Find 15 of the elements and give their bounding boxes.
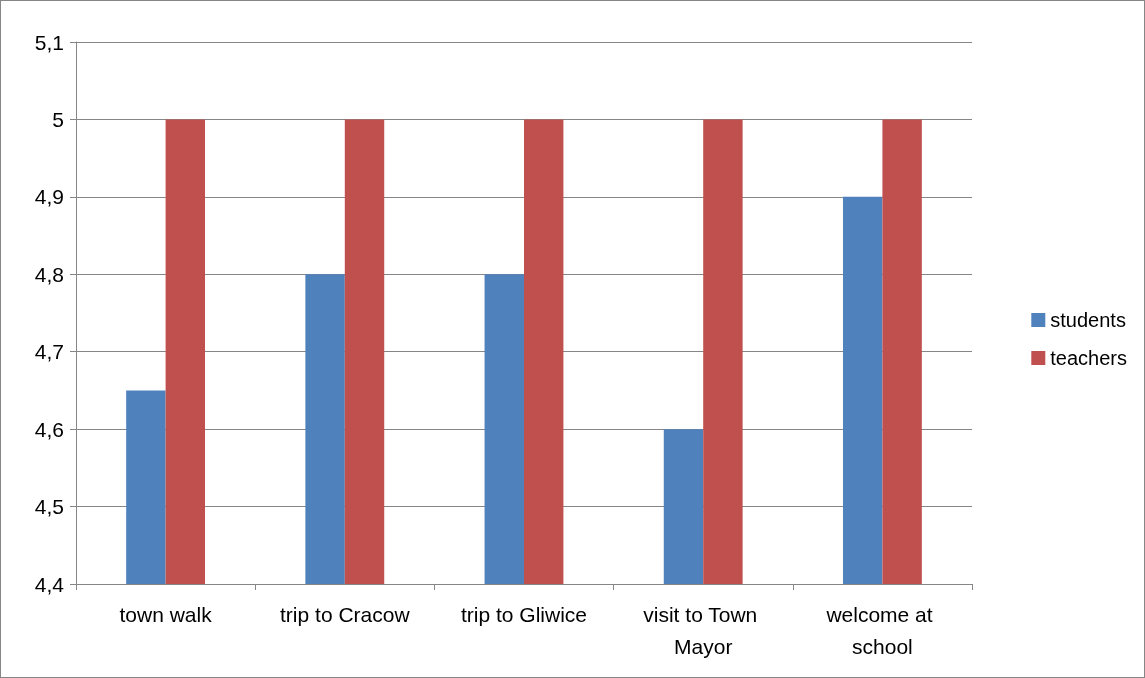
- y-tick-label: 4,8: [34, 262, 64, 286]
- y-tick-label: 4,9: [34, 185, 64, 209]
- y-tick-label: 4,5: [34, 495, 64, 519]
- x-tick-label: town walk: [119, 602, 213, 626]
- y-tick-label: 4,4: [34, 572, 65, 596]
- y-tick-label: 4,6: [34, 417, 64, 441]
- legend-label: students: [1050, 309, 1126, 331]
- legend-label: teachers: [1050, 347, 1128, 369]
- x-tick-label: welcome at school: [825, 602, 939, 658]
- x-tick-label: trip to Gliwice: [460, 602, 588, 626]
- x-tick-label: visit to Town Mayor: [643, 602, 764, 658]
- y-tick-label: 5: [52, 107, 64, 131]
- y-tick-label: 5,1: [34, 30, 64, 54]
- x-tick-label: trip to Cracow: [280, 602, 411, 626]
- y-tick-label: 4,7: [34, 340, 64, 364]
